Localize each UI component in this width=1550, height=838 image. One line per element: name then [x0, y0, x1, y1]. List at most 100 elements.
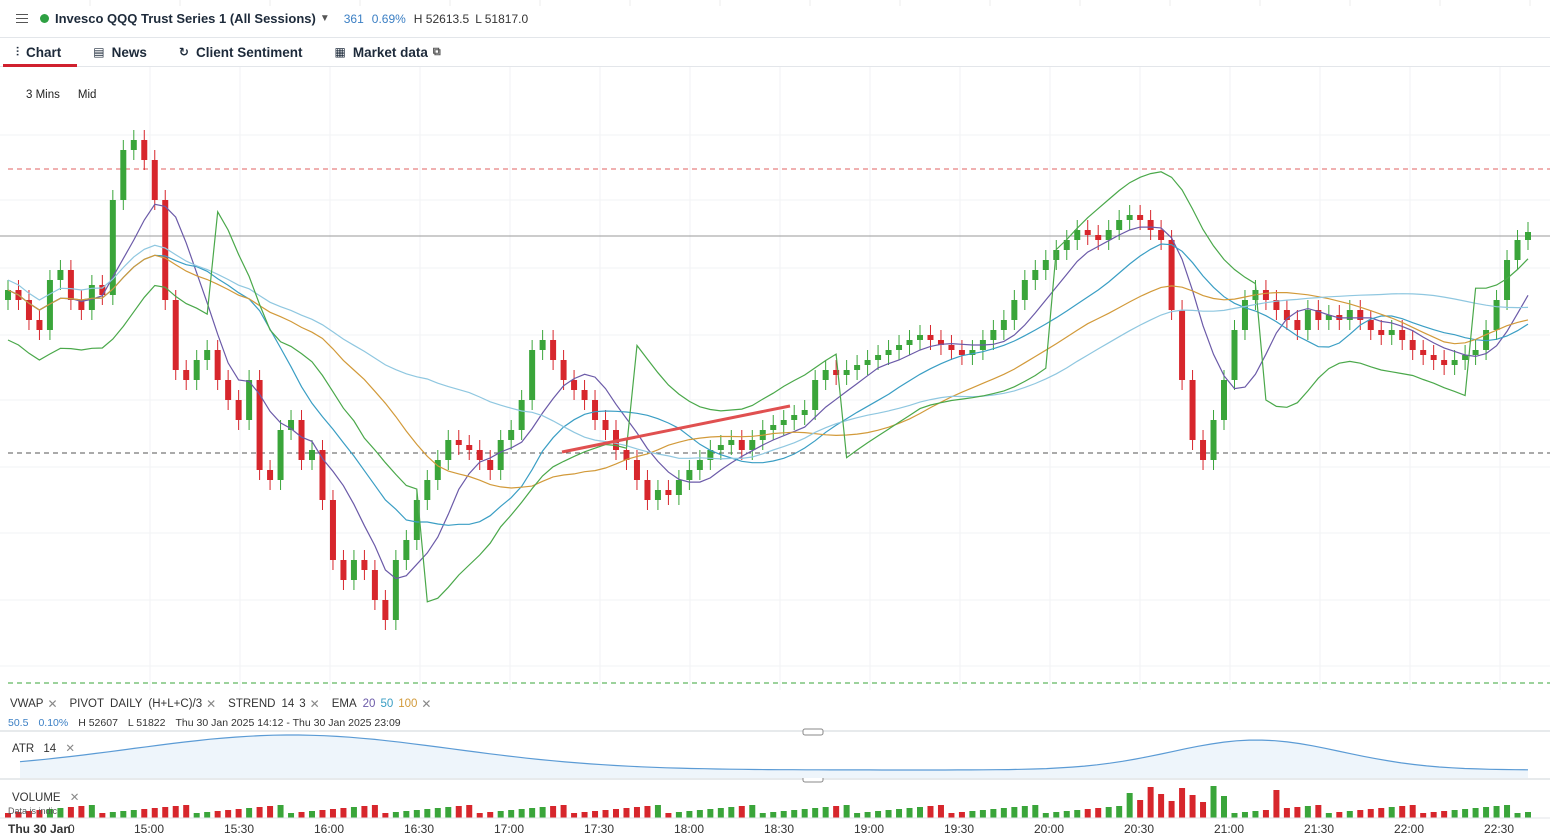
volume-bar: [1105, 807, 1112, 818]
candle: [1126, 215, 1133, 220]
volume-bar: [1525, 812, 1531, 818]
tab-chart[interactable]: ⫶ Chart: [0, 38, 78, 67]
ema-label[interactable]: EMA: [331, 698, 357, 710]
candle: [298, 420, 305, 460]
time-tick-label: 17:30: [584, 822, 615, 836]
candle: [277, 430, 284, 480]
candle: [455, 440, 462, 445]
candle: [466, 445, 473, 450]
candle: [770, 425, 777, 430]
time-tick-label: 16:30: [404, 822, 435, 836]
price-type-selector[interactable]: Mid: [77, 89, 97, 101]
candle: [1084, 230, 1091, 235]
volume-bar: [1168, 801, 1175, 818]
tab-market-data[interactable]: ▦ Market data ⧉: [334, 44, 441, 60]
instrument-title[interactable]: Invesco QQQ Trust Series 1 (All Sessions…: [55, 11, 316, 26]
candle: [1409, 340, 1416, 350]
pivot-period: DAILY: [110, 698, 143, 710]
candle: [1074, 230, 1081, 240]
candle: [1346, 310, 1353, 320]
candle: [1042, 260, 1049, 270]
supertrend-line: [7, 171, 1529, 603]
candle: [1000, 320, 1007, 330]
volume-bar: [728, 807, 735, 818]
strend-label[interactable]: STREND: [228, 698, 276, 710]
candle: [707, 450, 714, 460]
candle: [78, 300, 85, 310]
volume-bar: [371, 805, 378, 818]
candle: [518, 400, 525, 430]
candle: [172, 300, 179, 370]
volume-bar: [1126, 793, 1133, 818]
candle: [917, 335, 923, 340]
pivot-label[interactable]: PIVOT: [69, 698, 105, 710]
candle: [413, 500, 420, 540]
candle: [875, 355, 882, 360]
candle: [581, 390, 588, 400]
volume-bar: [1273, 790, 1280, 818]
close-icon[interactable]: ✕: [309, 697, 320, 711]
candle: [717, 445, 724, 450]
volume-bar: [67, 807, 74, 818]
volume-bar: [476, 813, 483, 818]
candle: [1105, 230, 1112, 240]
strend-param-2: 3: [299, 698, 306, 710]
candle: [25, 300, 32, 320]
volume-bar: [88, 805, 95, 818]
candle: [1221, 380, 1227, 420]
volume-bar: [1483, 807, 1490, 818]
candle: [1189, 380, 1196, 440]
volume-bar: [550, 806, 557, 818]
candle: [1032, 270, 1039, 280]
candle: [434, 460, 441, 480]
candle: [1357, 310, 1364, 320]
time-tick-label: 18:00: [674, 822, 705, 836]
close-icon[interactable]: ✕: [65, 743, 75, 755]
candle: [350, 560, 357, 580]
candle: [424, 480, 431, 500]
volume-bar: [46, 809, 53, 818]
volume-bar: [25, 811, 32, 818]
candle: [1325, 315, 1332, 320]
volume-bar: [172, 806, 179, 818]
volume-bar: [1063, 811, 1070, 818]
volume-bar: [1388, 807, 1395, 818]
close-icon[interactable]: ✕: [47, 697, 58, 711]
volume-bar: [256, 807, 263, 818]
atr-legend: ATR 14 ✕: [12, 743, 75, 755]
candle: [550, 340, 557, 360]
candle: [1021, 280, 1028, 300]
volume-bar: [717, 808, 724, 818]
candle: [1147, 220, 1154, 230]
info-pct: 0.10%: [38, 717, 69, 729]
candle: [906, 340, 913, 345]
volume-bar: [497, 811, 504, 818]
chart-toolbar: 3 Mins Mid: [26, 89, 96, 101]
candle: [267, 470, 274, 480]
candle: [109, 200, 116, 295]
volume-bar: [581, 812, 588, 818]
vwap-label[interactable]: VWAP: [10, 698, 44, 710]
menu-icon[interactable]: [16, 13, 30, 24]
time-tick-label: 20:00: [1034, 822, 1065, 836]
time-tick-label: 22:00: [1394, 822, 1425, 836]
close-icon[interactable]: ✕: [206, 697, 217, 711]
chevron-down-icon[interactable]: ▼: [319, 13, 330, 24]
interval-selector[interactable]: 3 Mins: [26, 89, 60, 101]
close-icon[interactable]: ✕: [69, 792, 80, 804]
volume-bar: [225, 810, 232, 818]
candle: [1241, 300, 1248, 330]
candle: [571, 380, 578, 390]
data-window: 50.5 0.10% H 52607 L 51822 Thu 30 Jan 20…: [8, 717, 401, 729]
volume-bar: [1210, 786, 1217, 818]
tab-news[interactable]: ▤ News: [93, 44, 147, 60]
volume-bar: [1084, 809, 1091, 818]
candle: [371, 570, 378, 600]
candle: [1504, 260, 1511, 300]
volume-bar: [1283, 808, 1290, 818]
candle: [1514, 240, 1521, 260]
close-icon[interactable]: ✕: [421, 697, 432, 711]
tab-client-sentiment[interactable]: ↻ Client Sentiment: [178, 44, 303, 60]
volume-bar: [864, 812, 871, 818]
